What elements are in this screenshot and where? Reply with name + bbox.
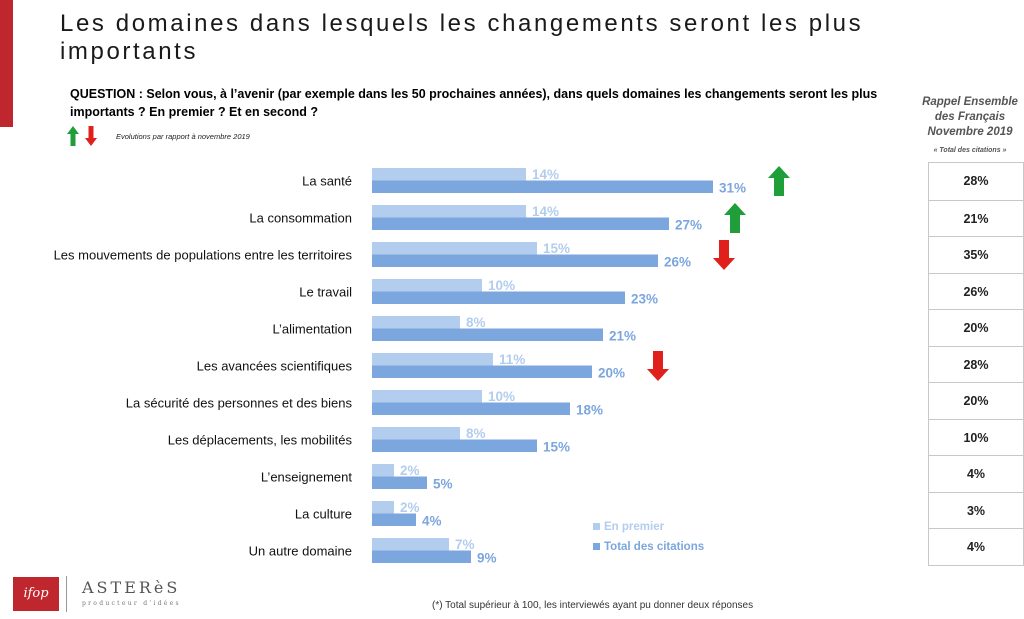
legend-swatch-total — [593, 543, 600, 550]
recall-cell: 10% — [929, 418, 1023, 456]
bar-first — [372, 279, 482, 292]
recall-cell: 4% — [929, 528, 1023, 565]
category-label: La santé — [302, 174, 352, 189]
bar-total — [372, 476, 427, 489]
value-label-first: 2% — [400, 500, 420, 515]
recall-heading: Rappel Ensemble des Français Novembre 20… — [922, 96, 1018, 138]
value-label-total: 18% — [576, 403, 603, 418]
recall-cell: 20% — [929, 382, 1023, 419]
recall-cell: 4% — [929, 455, 1023, 492]
value-label-first: 15% — [543, 241, 570, 256]
bar-first — [372, 501, 394, 514]
value-label-total: 27% — [675, 218, 702, 233]
bar-first — [372, 242, 537, 255]
bar-first — [372, 205, 526, 218]
category-label: Le travail — [299, 285, 352, 300]
bar-total — [372, 402, 570, 415]
bar-first — [372, 464, 394, 477]
value-label-first: 14% — [532, 167, 559, 182]
legend-label-first: En premier — [604, 521, 665, 533]
bar-first — [372, 538, 449, 551]
question-text: QUESTION : Selon vous, à l’avenir (par e… — [70, 87, 878, 119]
bar-first — [372, 168, 526, 181]
category-label: Les mouvements de populations entre les … — [54, 248, 353, 263]
recall-cell: 28% — [963, 174, 989, 188]
recall-table: 28% 21% 35% 26% 20% 28% 20% 10% 4% 3% 4% — [928, 162, 1024, 566]
accent-bar — [0, 0, 13, 127]
bar-total — [372, 180, 713, 193]
value-label-first: 8% — [466, 426, 486, 441]
evolution-note: Evolutions par rapport à novembre 2019 — [116, 132, 250, 141]
recall-cell: 21% — [929, 199, 1023, 237]
recall-cell: 26% — [929, 272, 1023, 310]
bar-total — [372, 254, 658, 267]
arrow-down-icon — [647, 351, 669, 381]
bar-total — [372, 291, 625, 304]
arrow-up-icon — [67, 126, 79, 146]
bar-total — [372, 365, 592, 378]
arrow-down-icon — [85, 126, 97, 146]
arrow-down-icon — [713, 240, 735, 270]
value-label-first: 2% — [400, 463, 420, 478]
category-label: L’alimentation — [273, 322, 353, 337]
value-label-first: 14% — [532, 204, 559, 219]
value-label-first: 8% — [466, 315, 486, 330]
bar-first — [372, 427, 460, 440]
asteres-logo: ASTERèS — [82, 578, 181, 597]
ifop-logo: ifop — [13, 577, 59, 611]
value-label-total: 31% — [719, 181, 746, 196]
recall-cell: 20% — [929, 309, 1023, 346]
asteres-tagline: producteur d'idées — [82, 600, 181, 607]
category-label: La sécurité des personnes et des biens — [126, 396, 353, 411]
bar-total — [372, 550, 471, 563]
page-title: Les domaines dans lesquels les changemen… — [60, 10, 864, 65]
bar-first — [372, 316, 460, 329]
recall-subheading: « Total des citations » — [933, 147, 1007, 154]
category-label: Un autre domaine — [249, 544, 352, 559]
logo-separator — [66, 576, 67, 612]
value-label-first: 7% — [455, 537, 475, 552]
value-label-first: 10% — [488, 389, 515, 404]
value-label-total: 4% — [422, 514, 442, 529]
value-label-total: 9% — [477, 551, 497, 566]
legend-swatch-first — [593, 523, 600, 530]
value-label-total: 5% — [433, 477, 453, 492]
value-label-first: 11% — [499, 352, 525, 367]
arrow-up-icon — [724, 203, 746, 233]
footnote: (*) Total supérieur à 100, les interview… — [432, 600, 754, 611]
value-label-total: 26% — [664, 255, 691, 270]
arrow-up-icon — [768, 166, 790, 196]
bar-total — [372, 513, 416, 526]
value-label-total: 15% — [543, 440, 570, 455]
recall-cell: 28% — [929, 345, 1023, 383]
bar-first — [372, 390, 482, 403]
value-label-total: 21% — [609, 329, 636, 344]
bar-total — [372, 217, 669, 230]
value-label-first: 10% — [488, 278, 515, 293]
bar-first — [372, 353, 493, 366]
bar-chart: La santé 14% 31% La consommation 14% 27% Les m… — [54, 166, 790, 566]
category-label: La consommation — [249, 211, 352, 226]
category-label: Les déplacements, les mobilités — [168, 433, 353, 448]
bar-total — [372, 328, 603, 341]
recall-cell: 35% — [929, 236, 1023, 273]
category-label: L’enseignement — [261, 470, 352, 485]
recall-cell: 3% — [929, 491, 1023, 529]
evolution-legend: Evolutions par rapport à novembre 2019 — [66, 125, 366, 147]
value-label-total: 20% — [598, 366, 625, 381]
value-label-total: 23% — [631, 292, 658, 307]
legend-label-total: Total des citations — [604, 541, 704, 553]
category-label: La culture — [295, 507, 352, 522]
category-label: Les avancées scientifiques — [197, 359, 353, 374]
bar-total — [372, 439, 537, 452]
